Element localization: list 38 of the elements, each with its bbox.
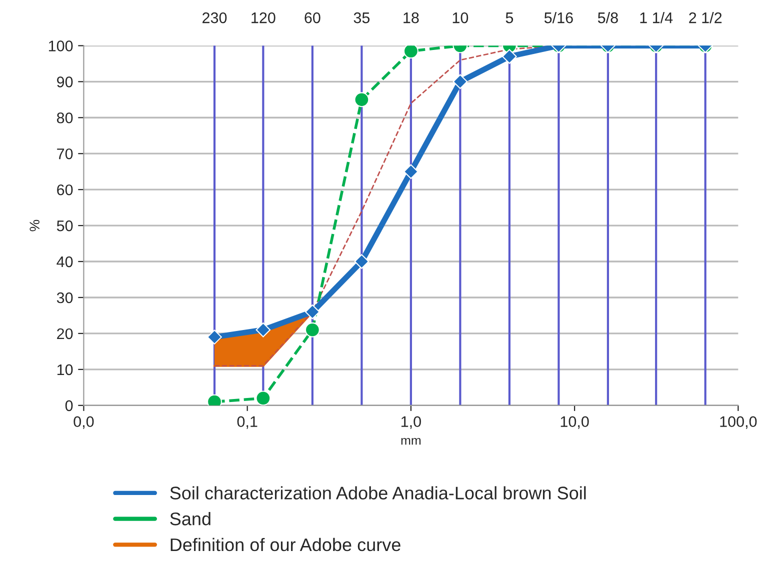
y-tick-label: 70: [57, 148, 73, 160]
x-tick-label: 0,1: [237, 416, 258, 429]
annotation: 35: [354, 12, 370, 24]
point: [256, 322, 271, 338]
legend-label: Soil characterization Adobe Anadia-Local brown Soil: [170, 486, 586, 500]
x-tick-label: 1,0: [401, 416, 421, 429]
annotation: 10: [452, 12, 468, 24]
annotation: 120: [252, 12, 276, 24]
y-tick-label: 100: [48, 40, 73, 52]
annotation: 2 1/2: [689, 12, 722, 24]
annotation: 5: [506, 12, 514, 24]
x-tick-label: 0,0: [74, 416, 94, 429]
y-axis-title: %: [30, 220, 40, 232]
x-tick-label: 10,0: [560, 416, 589, 429]
annotation: 18: [404, 12, 419, 24]
annotation: 60: [304, 12, 320, 24]
x-axis-title: mm: [401, 438, 421, 445]
x-tick-label: 100,0: [720, 416, 757, 429]
y-tick-label: 20: [57, 328, 73, 340]
annotation: 1 1/4: [640, 12, 673, 24]
y-tick-label: 50: [56, 220, 73, 232]
y-tick-label: 80: [56, 112, 73, 124]
y-tick-label: 0: [65, 400, 73, 412]
legend-label: Definition of our Adobe curve: [170, 538, 400, 552]
point: [207, 330, 222, 344]
annotation: 5/16: [544, 12, 573, 24]
annotation: 5/8: [598, 12, 618, 24]
y-tick-label: 30: [56, 292, 73, 304]
y-tick-label: 90: [57, 76, 73, 88]
point: [354, 254, 370, 269]
annotation: 230: [202, 12, 227, 24]
point: [305, 304, 320, 320]
legend-label: Sand: [170, 512, 210, 526]
y-tick-label: 10: [57, 364, 73, 376]
y-tick-label: 60: [57, 184, 73, 196]
point: [256, 390, 271, 406]
point: [304, 322, 320, 338]
y-tick-label: 40: [56, 256, 73, 268]
